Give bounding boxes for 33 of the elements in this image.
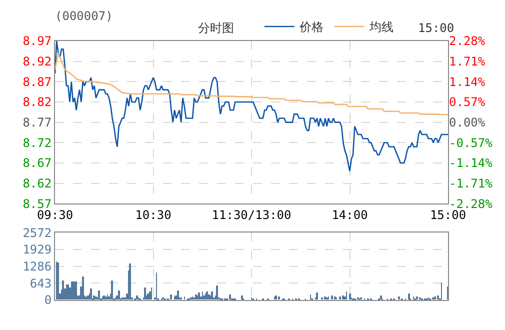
y2-tick-label: 0.00% [449, 116, 486, 130]
y-tick-label: 8.97 [22, 34, 52, 48]
y-tick-label: 8.92 [22, 54, 52, 69]
y2-tick-label: -1.14% [449, 156, 494, 170]
y2-tick-label: 0.57% [449, 95, 486, 110]
y-tick-label: 2572 [22, 226, 52, 240]
y2-tick-label: -2.28% [449, 196, 494, 211]
x-tick-label: 11:30/13:00 [212, 208, 292, 222]
y-tick-label: 8.57 [22, 196, 52, 211]
y2-tick-label: 1.71% [449, 54, 486, 69]
y-tick-label: 8.82 [22, 95, 52, 110]
legend-label: 均线 [368, 20, 394, 34]
y-tick-label: 8.67 [22, 156, 52, 170]
y-tick-label: 8.87 [22, 74, 52, 89]
text: 分时图 [198, 21, 234, 35]
y-tick-label: 8.62 [22, 176, 52, 191]
y2-tick-label: -1.71% [449, 176, 494, 191]
y-tick-label: 1286 [22, 260, 52, 274]
y2-tick-label: 1.14% [449, 74, 486, 89]
y-tick-label: 0 [44, 293, 52, 308]
y-tick-label: 8.77 [22, 116, 52, 130]
x-tick-label: 15:00 [430, 208, 466, 222]
legend-label: 价格 [298, 20, 324, 34]
y-tick-label: 8.72 [22, 136, 52, 150]
text: 15:00 [418, 21, 454, 35]
x-tick-label: 09:30 [36, 208, 74, 222]
chart-title: (000007) [55, 9, 113, 24]
x-tick-label: 14:00 [332, 208, 368, 222]
y2-tick-label: 2.28% [449, 34, 486, 48]
y2-tick-label: -0.57% [449, 136, 494, 150]
x-tick-label: 10:30 [135, 208, 172, 222]
y-tick-label: 1929 [22, 242, 52, 257]
y-tick-label: 643 [30, 276, 52, 290]
